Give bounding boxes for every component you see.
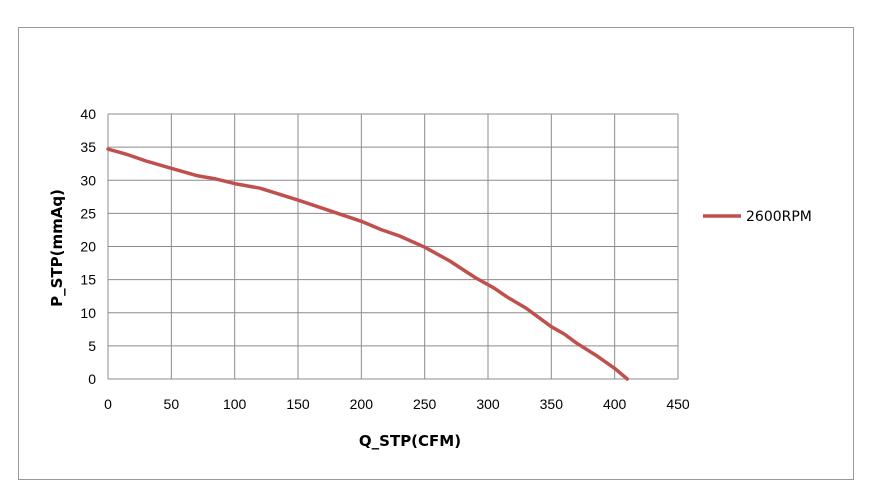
y-tick-label: 40 (80, 106, 96, 122)
x-tick-label: 250 (413, 396, 437, 412)
y-tick-labels: 0 5 10 15 20 25 30 35 40 (80, 106, 96, 387)
y-tick-label: 10 (80, 305, 96, 321)
x-tick-label: 300 (476, 396, 500, 412)
series-line (106, 147, 630, 381)
x-tick-label: 150 (286, 396, 310, 412)
legend: 2600RPM (703, 209, 812, 225)
x-axis-title: Q_STP(CFM) (359, 432, 461, 450)
x-tick-label: 100 (223, 396, 247, 412)
y-tick-label: 20 (80, 239, 96, 255)
x-tick-label: 50 (164, 396, 180, 412)
legend-label: 2600RPM (746, 209, 812, 225)
y-tick-label: 35 (80, 139, 96, 155)
y-tick-label: 30 (80, 172, 96, 188)
y-tick-label: 5 (88, 338, 96, 354)
x-tick-label: 350 (540, 396, 564, 412)
grid-lines (107, 113, 679, 380)
y-tick-label: 25 (80, 205, 96, 221)
x-tick-label: 400 (603, 396, 627, 412)
x-tick-labels: 0 50 100 150 200 250 300 350 400 450 (104, 396, 690, 412)
x-tick-label: 200 (350, 396, 374, 412)
y-tick-label: 15 (80, 272, 96, 288)
x-tick-label: 450 (666, 396, 690, 412)
y-axis-title: P_STP(mmAq) (48, 189, 66, 307)
y-tick-label: 0 (88, 371, 96, 387)
x-tick-label: 0 (104, 396, 112, 412)
